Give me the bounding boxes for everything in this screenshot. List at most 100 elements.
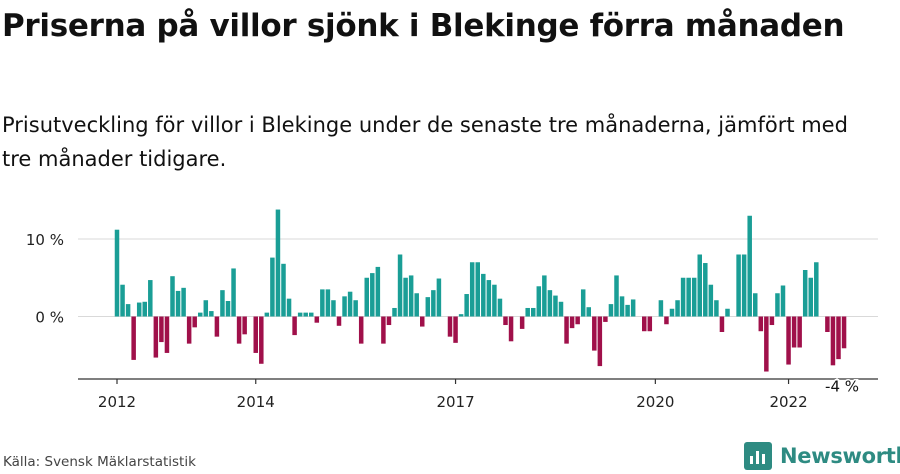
bar-positive [403, 277, 408, 317]
bar-positive [725, 308, 730, 317]
y-tick-label: 10 % [26, 231, 64, 249]
bar-positive [619, 296, 625, 317]
newsworthy-logo: Newsworthy [744, 442, 900, 470]
bar-negative [519, 316, 525, 329]
bar-positive [198, 312, 203, 317]
bar-positive [436, 278, 442, 317]
x-tick-label: 2022 [769, 393, 807, 411]
bar-positive [392, 307, 397, 317]
bar-negative [825, 316, 830, 332]
bar-negative [758, 316, 764, 332]
bar-positive [347, 291, 353, 317]
y-tick-label: 0 % [35, 309, 64, 327]
bar-negative [259, 316, 264, 364]
bar-positive [542, 275, 547, 317]
bar-positive [586, 307, 591, 317]
bar-negative [381, 316, 386, 344]
bar-negative [719, 316, 725, 332]
bar-positive [320, 289, 325, 317]
bar-positive [120, 284, 125, 317]
bar-positive [425, 297, 431, 317]
bar-negative [797, 316, 802, 348]
bar-positive [708, 284, 714, 317]
bar-positive [342, 296, 347, 317]
bar-positive [680, 277, 686, 317]
bar-positive [481, 273, 486, 317]
bar-negative [503, 316, 508, 326]
bar-negative [358, 316, 364, 344]
bar-negative [592, 316, 597, 351]
bar-positive [747, 215, 752, 317]
x-tick-label: 2020 [636, 393, 674, 411]
bar-positive [297, 312, 303, 317]
bar-positive [331, 300, 336, 317]
bar-negative [186, 316, 192, 344]
bar-positive [614, 275, 619, 317]
bar-positive [780, 285, 786, 317]
bar-negative [153, 316, 159, 358]
chart-title: Priserna på villor sjönk i Blekinge förr… [2, 8, 845, 44]
bar-positive [580, 289, 586, 317]
bar-negative [131, 316, 136, 360]
bar-negative [292, 316, 297, 336]
bar-positive [142, 301, 147, 317]
bar-positive [203, 300, 209, 317]
bar-positive [536, 286, 542, 317]
bar-positive [375, 266, 381, 317]
x-tick-label: 2012 [98, 393, 136, 411]
bar-negative [603, 316, 608, 322]
bar-positive [547, 290, 553, 317]
bar-negative [242, 316, 247, 335]
bar-positive [558, 301, 564, 317]
bar-negative [336, 316, 342, 326]
bar-negative [830, 316, 836, 366]
bar-negative [164, 316, 170, 353]
bar-positive [136, 302, 142, 317]
bar-positive [309, 312, 314, 317]
x-tick-label: 2017 [436, 393, 474, 411]
bar-positive [353, 300, 358, 317]
bar-negative [447, 316, 453, 337]
bar-positive [325, 289, 331, 317]
bar-positive [175, 290, 181, 317]
bar-negative [253, 316, 258, 353]
bar-positive [669, 308, 675, 317]
bar-positive [469, 262, 475, 317]
source-note: Källa: Svensk Mäklarstatistik [3, 454, 196, 470]
bar-positive [675, 300, 680, 317]
bar-positive [703, 263, 708, 317]
bar-negative [314, 316, 320, 323]
bar-negative [214, 316, 220, 337]
bar-positive [814, 262, 819, 317]
bar-positive [209, 311, 214, 317]
bar-negative [192, 316, 197, 328]
chart-subtitle: Prisutveckling för villor i Blekinge und… [2, 113, 848, 171]
bar-negative [791, 316, 797, 348]
bar-positive [525, 307, 530, 317]
bar-positive [397, 254, 403, 317]
bar-positive [691, 277, 697, 317]
bar-positive [697, 254, 702, 317]
bar-negative [236, 316, 242, 344]
bar-positive [125, 304, 131, 317]
bar-positive [714, 300, 719, 317]
last-value-annotation: -4 % [825, 377, 859, 395]
bar-positive [220, 290, 225, 317]
bar-negative [569, 316, 575, 329]
bar-positive [225, 301, 231, 317]
bar-negative [769, 316, 775, 326]
bar-positive [608, 304, 614, 317]
bar-negative [564, 316, 569, 344]
bar-negative [575, 316, 580, 325]
bar-positive [181, 287, 186, 317]
bar-negative [836, 316, 841, 360]
bar-positive [170, 276, 175, 317]
bar-positive [658, 300, 664, 317]
newsworthy-logo-icon [744, 442, 772, 470]
bar-negative [642, 316, 647, 332]
bar-positive [270, 257, 275, 317]
bar-positive [630, 299, 636, 317]
bar-negative [786, 316, 791, 365]
bar-positive [808, 277, 813, 317]
bar-positive [753, 293, 758, 317]
